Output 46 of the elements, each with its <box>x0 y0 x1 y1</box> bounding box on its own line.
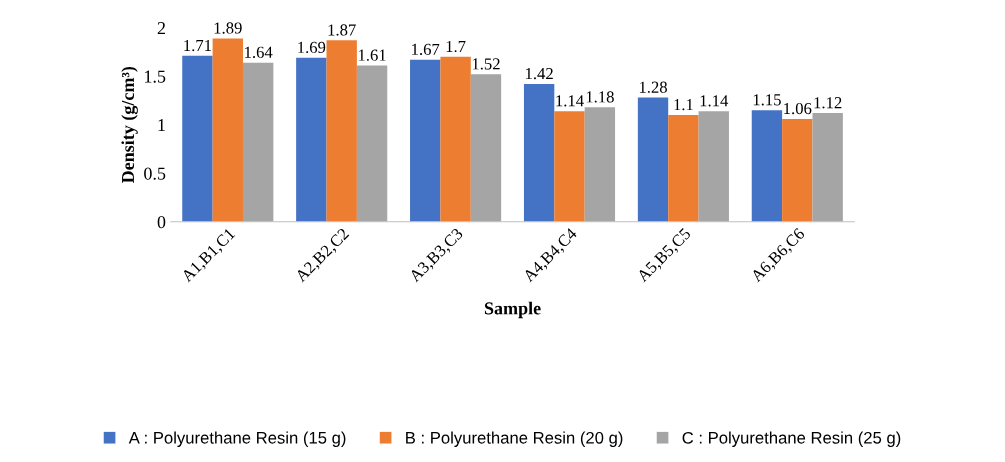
data-label: 1.06 <box>784 102 812 115</box>
data-label: 1.64 <box>245 46 273 58</box>
y-tick-label: 0 <box>157 216 166 229</box>
data-label: 1.18 <box>586 91 614 103</box>
bar <box>812 113 843 222</box>
data-label: 1.42 <box>526 68 553 80</box>
data-label: 1.14 <box>700 95 729 107</box>
data-label: 1.28 <box>639 81 667 93</box>
data-label: 1.7 <box>446 40 466 53</box>
data-label: 1.87 <box>328 24 356 36</box>
bar <box>637 97 669 222</box>
bar <box>782 118 813 222</box>
y-axis-title: Density (g/cm³) <box>121 66 138 184</box>
y-tick-label: 1 <box>158 119 165 131</box>
y-tick-label: 1.5 <box>145 70 166 83</box>
data-label: 1.69 <box>298 41 326 54</box>
data-label: 1.12 <box>814 97 842 109</box>
data-label: 1.67 <box>412 43 440 56</box>
bar <box>356 65 388 222</box>
bar <box>326 40 357 222</box>
data-label: 1.15 <box>753 94 781 106</box>
legend-label: A : Polyurethane Resin (15 g) <box>128 431 346 447</box>
y-tick-label: 2 <box>157 22 165 34</box>
data-label: 1.61 <box>358 49 386 61</box>
y-tick-label: 0.5 <box>144 167 166 180</box>
data-label: 1.14 <box>556 95 584 107</box>
bar <box>242 62 274 222</box>
bar <box>296 57 327 222</box>
bar <box>410 59 441 222</box>
bar <box>668 115 699 222</box>
legend-label: B : Polyurethane Resin (20 g) <box>406 431 623 447</box>
bar <box>554 111 585 222</box>
data-label: 1.1 <box>674 99 693 111</box>
bar <box>182 55 213 222</box>
bar <box>440 56 471 222</box>
bar <box>523 83 555 222</box>
bar <box>584 107 616 222</box>
bar <box>212 38 243 222</box>
bar <box>751 110 783 222</box>
x-axis-title: Sample <box>484 301 541 319</box>
data-label: 1.89 <box>214 22 242 34</box>
bar <box>470 74 502 222</box>
data-label: 1.71 <box>184 39 212 52</box>
bar <box>698 111 729 222</box>
data-label: 1.52 <box>472 58 500 70</box>
legend-label: C : Polyurethane Resin (25 g) <box>682 431 901 447</box>
